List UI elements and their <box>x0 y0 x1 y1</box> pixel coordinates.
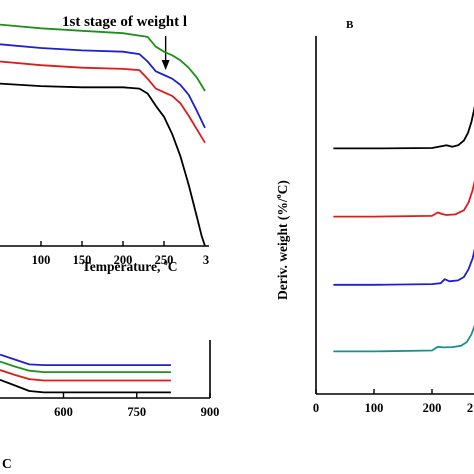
dtg-series-line-3 <box>333 248 474 286</box>
dtg-series-line-1 <box>333 106 474 150</box>
tga-bottom-tick-label: 600 <box>54 405 73 419</box>
tga-bottom-series-group <box>0 353 171 394</box>
panel-letter-b: B <box>346 19 354 31</box>
tga-top-tick-label: 250 <box>155 253 174 267</box>
tga-bottom-series-line-1 <box>0 353 171 367</box>
dtg-tick-label: 100 <box>365 401 384 415</box>
tga-bottom-series-line-4 <box>0 378 171 394</box>
dtg-tick-label: 2 <box>467 401 473 415</box>
tga-bottom-tick-label: 900 <box>201 405 220 419</box>
tga-series-group <box>0 23 206 247</box>
tga-panel-bottom: 600 750 900 C <box>0 340 219 471</box>
x-axis-ticks-right: 0 100 200 2 <box>313 389 473 415</box>
x-axis-ticks: 100 150 200 250 3 <box>32 241 209 267</box>
tga-bottom-series-line-3 <box>0 369 171 382</box>
x-axis-ticks-bottom: 600 750 900 <box>54 393 219 419</box>
dtg-tick-label: 200 <box>423 401 442 415</box>
tga-top-series-line-4 <box>0 82 206 247</box>
dtg-panel: B 0 100 200 2 Deriv. weight (%/oC) <box>274 19 474 415</box>
tga-top-tick-label: 3 <box>203 253 209 267</box>
tga-top-series-line-3 <box>0 60 206 144</box>
annotation-arrow <box>161 36 170 70</box>
dtg-series-line-2 <box>333 180 474 218</box>
degree-mark: o <box>164 258 168 267</box>
tga-top-tick-label: 100 <box>32 253 51 267</box>
tga-bottom-series-line-2 <box>0 360 171 374</box>
degree-mark-y: o <box>274 194 283 198</box>
tga-top-series-line-1 <box>0 23 206 92</box>
tga-bottom-tick-label: 750 <box>127 405 146 419</box>
dtg-series-group <box>333 106 474 353</box>
arrow-head <box>161 60 170 70</box>
tga-panel-top: 1st stage of weight l 100 150 200 250 3 Temp… <box>0 14 209 274</box>
tga-top-tick-label: 150 <box>73 253 92 267</box>
tga-top-series-line-2 <box>0 43 206 129</box>
dtg-tick-label: 0 <box>313 401 319 415</box>
corner-text: C <box>2 456 12 471</box>
y-axis-title: Deriv. weight (%/oC) <box>274 180 290 300</box>
tga-top-tick-label: 200 <box>114 253 133 267</box>
dtg-series-line-4 <box>333 324 474 353</box>
annotation-weight-loss-stage: 1st stage of weight l <box>62 14 187 30</box>
x-axis-title: Temperature, oC <box>82 258 178 274</box>
